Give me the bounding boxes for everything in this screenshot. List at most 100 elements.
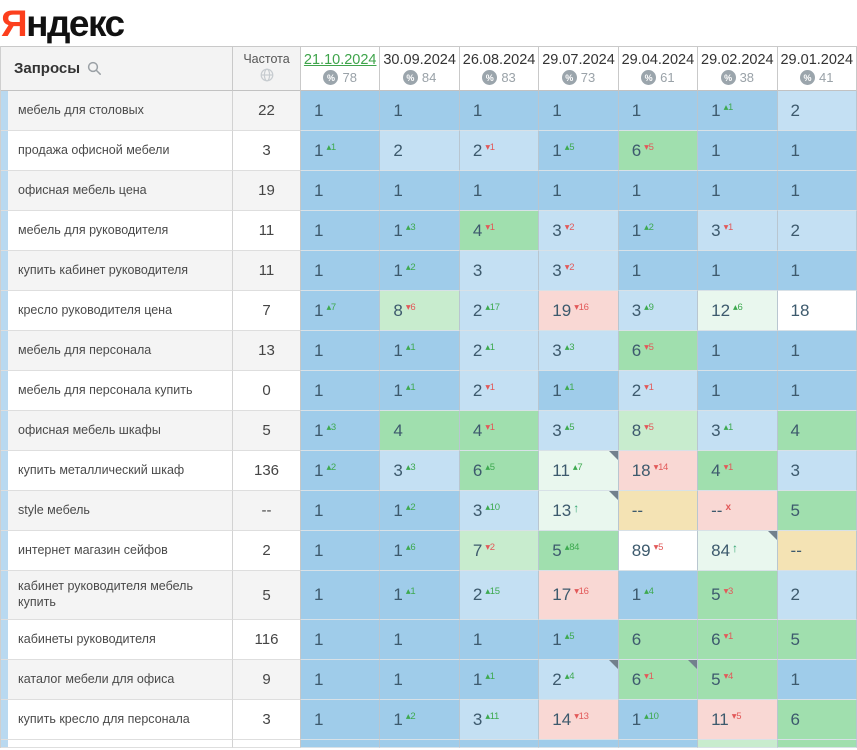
position-cell[interactable]: 1 [301,171,381,211]
position-cell[interactable]: 1 [777,171,857,211]
position-cell[interactable]: 1 ▴5 [539,620,619,660]
date-column-header[interactable]: 29.04.2024% 61 [618,46,699,91]
search-icon[interactable] [87,61,102,76]
position-cell[interactable]: 3 ▴10 [459,491,540,531]
position-cell[interactable]: 1 [539,171,619,211]
position-cell[interactable]: 6 ▴5 [459,451,540,491]
position-cell[interactable]: 3 ▴11 [459,700,540,740]
position-cell[interactable]: 2 [777,91,857,131]
position-cell[interactable]: 4 ▾1 [459,211,540,251]
position-cell[interactable]: 3 ▴3 [380,451,460,491]
position-cell[interactable]: 2 ▴4 [539,660,619,700]
position-cell[interactable]: 18 ▾14 [618,451,699,491]
position-cell[interactable]: 3 ▾1 [698,211,778,251]
position-cell[interactable]: 1 [301,491,381,531]
position-cell[interactable]: 1 [777,660,857,700]
position-cell[interactable]: 3 [777,451,857,491]
position-cell[interactable]: 5 ▴84 [539,531,619,571]
position-cell[interactable]: 1 ▴1 [459,660,540,700]
date-label[interactable]: 29.07.2024 [542,52,615,68]
position-cell[interactable]: 1 [698,131,778,171]
position-cell[interactable]: 3 ▾2 [539,211,619,251]
position-cell[interactable]: 1 ▴6 [380,531,460,571]
position-cell[interactable]: 1 ▴2 [380,700,460,740]
position-cell[interactable]: 1 [380,660,460,700]
position-cell[interactable]: 1 [459,620,540,660]
position-cell[interactable]: 1 [618,251,699,291]
date-column-header[interactable]: 29.02.2024% 38 [698,46,778,91]
position-cell[interactable]: 2 [777,211,857,251]
position-cell[interactable]: 3 ▴9 [618,291,699,331]
position-cell[interactable]: 89 ▾5 [618,531,699,571]
position-cell[interactable]: 1 [698,331,778,371]
date-label[interactable]: 29.02.2024 [701,52,774,68]
position-cell[interactable]: 1 [301,620,381,660]
query-cell[interactable]: мебель для столовых [1,91,233,131]
position-cell[interactable]: 3 ▴5 [539,411,619,451]
query-cell[interactable]: мебель для персонала [1,331,233,371]
date-label[interactable]: 21.10.2024 [303,52,377,68]
position-cell[interactable]: 4 [777,411,857,451]
date-label[interactable]: 29.01.2024 [780,52,854,68]
position-cell[interactable]: 1 ▴1 [698,91,778,131]
position-cell[interactable]: 1 ▴1 [380,331,460,371]
date-column-header[interactable]: 29.01.2024% 41 [777,46,857,91]
position-cell[interactable]: 84 ↑ [698,531,778,571]
position-cell[interactable]: 1 [777,251,857,291]
position-cell[interactable]: 1 [777,131,857,171]
position-cell[interactable]: 1 ▴2 [301,451,381,491]
position-cell[interactable]: 1 [301,331,381,371]
position-cell[interactable]: 6 ▾1 [698,620,778,660]
query-cell[interactable]: мебель для руководителя [1,211,233,251]
position-cell[interactable]: 17 ▾16 [539,571,619,620]
query-cell[interactable]: купить кресло для персонала [1,700,233,740]
position-cell[interactable]: 3 ▴3 [539,331,619,371]
query-cell[interactable]: купить металлический шкаф [1,451,233,491]
position-cell[interactable]: 6 [777,700,857,740]
position-cell[interactable]: 2 [380,131,460,171]
query-cell[interactable]: продажа офисной мебели [1,131,233,171]
position-cell[interactable]: 1 [459,91,540,131]
position-cell[interactable]: 2 [777,571,857,620]
date-column-header[interactable]: 29.07.2024% 73 [539,46,619,91]
position-cell[interactable]: 1 [301,211,381,251]
position-cell[interactable]: 1 [459,171,540,211]
query-cell[interactable]: офисная мебель шкафы [1,411,233,451]
position-cell[interactable]: 1 [539,91,619,131]
yandex-logo[interactable]: Яндекс [1,5,125,42]
position-cell[interactable]: 5 ▾3 [698,571,778,620]
position-cell[interactable]: 5 ▾4 [698,660,778,700]
position-cell[interactable]: 1 ▴1 [380,571,460,620]
position-cell[interactable]: 1 [698,251,778,291]
position-cell[interactable]: 11 ▴7 [539,451,619,491]
position-cell[interactable]: 1 [380,91,460,131]
position-cell[interactable]: 4 ▾1 [459,411,540,451]
position-cell[interactable]: 5 [777,620,857,660]
position-cell[interactable]: 2 ▾1 [459,131,540,171]
position-cell[interactable]: 1 [618,91,699,131]
position-cell[interactable]: -- [777,531,857,571]
query-cell[interactable]: каталог мебели для офиса [1,660,233,700]
date-label[interactable]: 30.09.2024 [383,52,456,68]
position-cell[interactable]: 13 ↑ [539,491,619,531]
position-cell[interactable]: 1 [777,371,857,411]
query-cell[interactable]: style мебель [1,491,233,531]
position-cell[interactable]: 2 ▴15 [459,571,540,620]
position-cell[interactable]: 1 ▴4 [618,571,699,620]
position-cell[interactable]: 1 [380,171,460,211]
position-cell[interactable]: 1 ▴5 [539,131,619,171]
position-cell[interactable]: 1 [777,331,857,371]
position-cell[interactable]: 4 ▾1 [698,451,778,491]
position-cell[interactable]: 1 ▴10 [618,700,699,740]
date-column-header[interactable]: 21.10.2024% 78 [301,46,381,91]
query-cell[interactable]: кресло руководителя цена [1,291,233,331]
position-cell[interactable]: 1 ▴3 [301,411,381,451]
position-cell[interactable]: 1 ▴2 [380,491,460,531]
position-cell[interactable]: 2 ▾1 [618,371,699,411]
position-cell[interactable]: 1 [698,371,778,411]
position-cell[interactable]: 1 [301,371,381,411]
date-column-header[interactable]: 26.08.2024% 83 [459,46,540,91]
position-cell[interactable]: -- x [698,491,778,531]
position-cell[interactable]: 3 [459,251,540,291]
date-label[interactable]: 29.04.2024 [621,52,695,68]
